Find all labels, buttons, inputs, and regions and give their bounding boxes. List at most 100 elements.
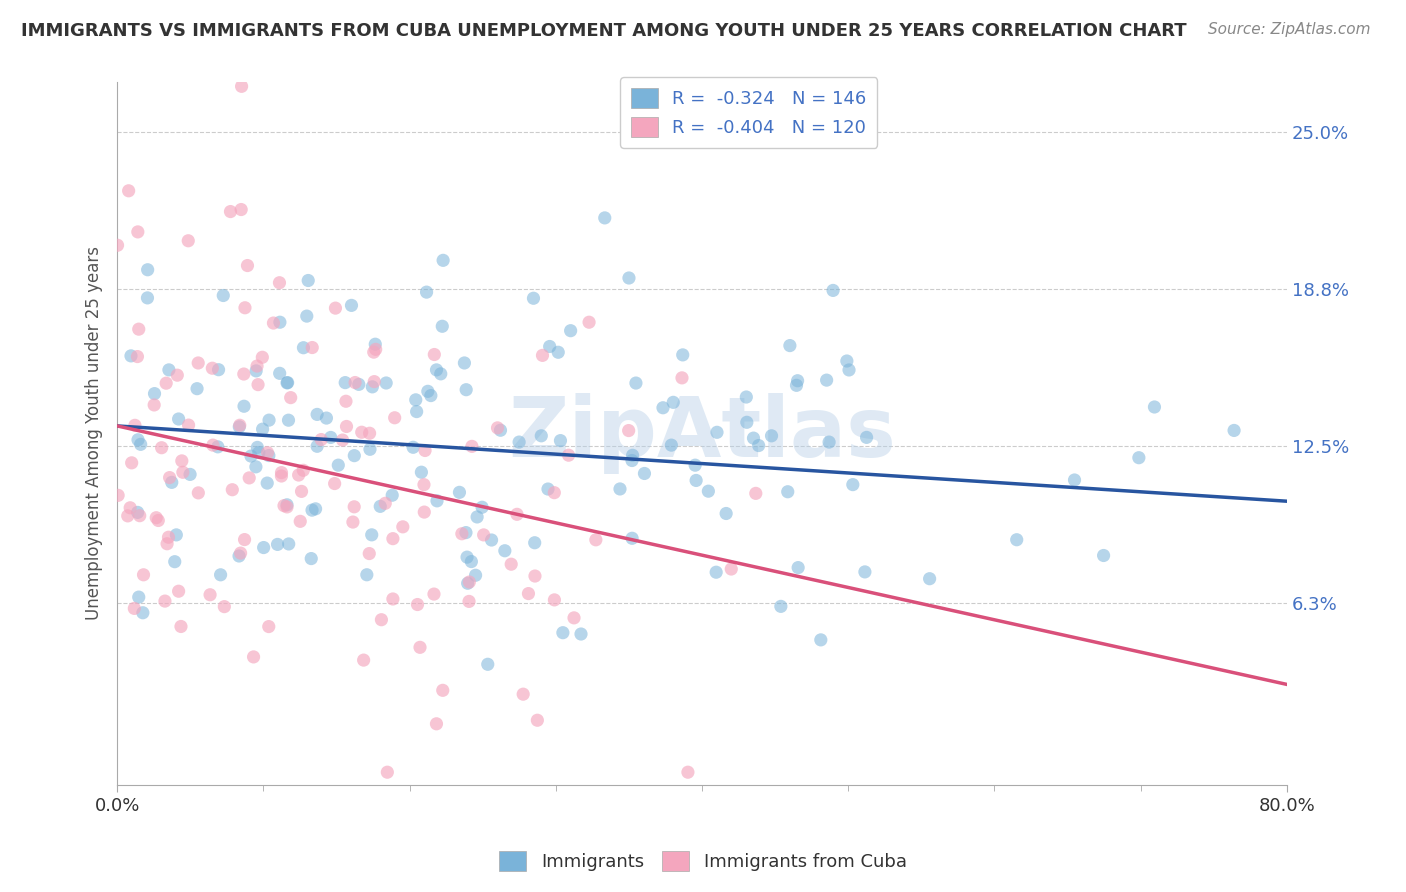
Point: [776, 484, 799, 499]
Point: [547, 345, 569, 359]
Point: [160, 475, 183, 490]
Point: [415, 285, 437, 300]
Point: [107, 238, 129, 252]
Point: [238, 471, 260, 485]
Point: [266, 537, 288, 551]
Point: [501, 558, 523, 572]
Point: [207, 440, 229, 454]
Point: [276, 498, 298, 512]
Point: [454, 525, 477, 540]
Point: [128, 322, 150, 336]
Point: [1063, 473, 1085, 487]
Point: [517, 586, 540, 600]
Point: [170, 454, 193, 468]
Point: [304, 501, 326, 516]
Point: [276, 376, 298, 390]
Point: [335, 394, 357, 409]
Point: [359, 547, 381, 561]
Point: [489, 423, 512, 437]
Point: [697, 484, 720, 499]
Point: [256, 476, 278, 491]
Point: [163, 555, 186, 569]
Point: [292, 341, 315, 355]
Point: [328, 458, 350, 472]
Point: [406, 598, 429, 612]
Point: [560, 324, 582, 338]
Point: [609, 482, 631, 496]
Point: [683, 458, 706, 473]
Point: [745, 486, 768, 500]
Point: [209, 567, 232, 582]
Point: [458, 574, 481, 589]
Point: [246, 359, 269, 373]
Point: [245, 459, 267, 474]
Point: [201, 361, 224, 376]
Point: [1092, 549, 1115, 563]
Point: [342, 515, 364, 529]
Point: [779, 338, 801, 352]
Point: [120, 500, 142, 515]
Point: [409, 640, 432, 655]
Point: [229, 418, 252, 433]
Point: [360, 528, 382, 542]
Point: [177, 418, 200, 433]
Point: [1223, 424, 1246, 438]
Point: [177, 234, 200, 248]
Point: [413, 505, 436, 519]
Y-axis label: Unemployment Among Youth under 25 years: Unemployment Among Youth under 25 years: [86, 246, 103, 621]
Point: [120, 349, 142, 363]
Point: [551, 625, 574, 640]
Point: [593, 211, 616, 225]
Point: [301, 341, 323, 355]
Point: [280, 391, 302, 405]
Point: [1128, 450, 1150, 465]
Point: [347, 377, 370, 392]
Point: [124, 601, 146, 615]
Point: [253, 541, 276, 555]
Point: [269, 315, 291, 329]
Point: [769, 599, 792, 614]
Point: [301, 503, 323, 517]
Point: [842, 477, 865, 491]
Point: [617, 271, 640, 285]
Point: [838, 363, 860, 377]
Point: [621, 448, 644, 462]
Point: [633, 467, 655, 481]
Point: [156, 537, 179, 551]
Point: [486, 421, 509, 435]
Point: [157, 363, 180, 377]
Point: [748, 438, 770, 452]
Point: [578, 315, 600, 329]
Point: [659, 438, 682, 452]
Point: [391, 520, 413, 534]
Point: [214, 599, 236, 614]
Point: [172, 465, 194, 479]
Point: [550, 434, 572, 448]
Point: [374, 496, 396, 510]
Point: [340, 298, 363, 312]
Point: [236, 259, 259, 273]
Point: [742, 431, 765, 445]
Point: [464, 568, 486, 582]
Point: [136, 262, 159, 277]
Point: [150, 441, 173, 455]
Point: [117, 508, 139, 523]
Point: [231, 79, 253, 94]
Point: [676, 765, 699, 780]
Point: [167, 584, 190, 599]
Point: [585, 533, 607, 547]
Point: [918, 572, 941, 586]
Point: [299, 551, 322, 566]
Point: [167, 412, 190, 426]
Point: [277, 413, 299, 427]
Point: [335, 419, 357, 434]
Point: [344, 376, 367, 390]
Point: [245, 364, 267, 378]
Point: [309, 433, 332, 447]
Point: [818, 435, 841, 450]
Point: [207, 362, 229, 376]
Point: [277, 376, 299, 390]
Point: [562, 611, 585, 625]
Point: [187, 486, 209, 500]
Point: [107, 488, 129, 502]
